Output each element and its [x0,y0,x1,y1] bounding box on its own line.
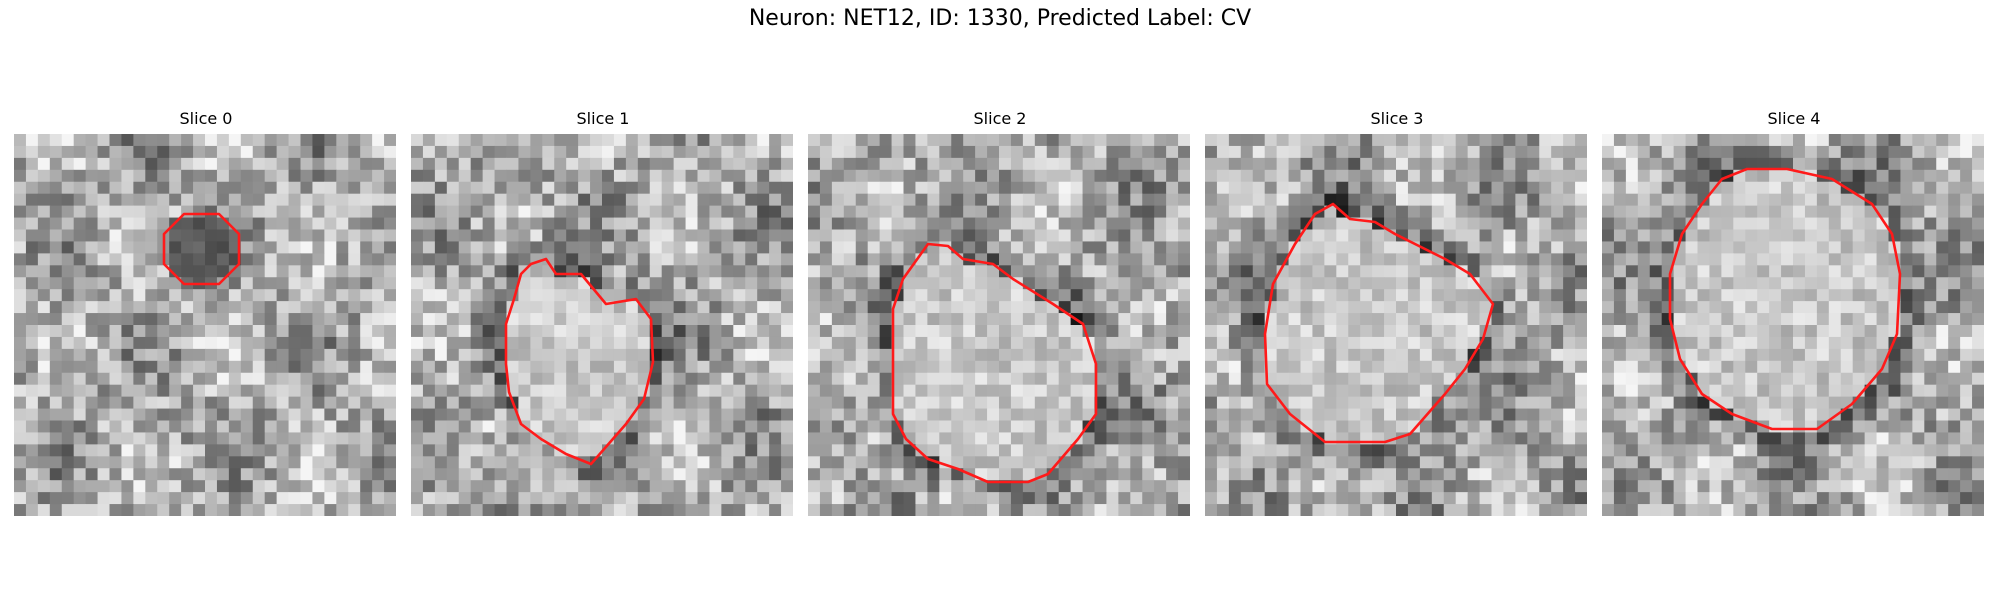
microscopy-image [411,134,793,516]
pixel-grid [1205,134,1587,516]
slice-panel-4: Slice 4 [1602,108,1986,516]
slice-panel-2: Slice 2 [808,108,1192,516]
microscopy-image [1205,134,1587,516]
slice-image [1205,134,1587,516]
segmentation-contour [1668,167,1902,431]
slice-image [411,134,793,516]
microscopy-image [14,134,396,516]
microscopy-image [808,134,1190,516]
segmentation-contour [891,242,1098,484]
segmentation-contour [1263,202,1495,444]
slice-image [1602,134,1984,516]
pixel-grid [411,134,793,516]
slice-title: Slice 2 [973,109,1027,128]
slice-title: Slice 1 [576,109,630,128]
slice-panel-1: Slice 1 [411,108,795,516]
figure-title: Neuron: NET12, ID: 1330, Predicted Label… [748,6,1252,31]
slice-panel-3: Slice 3 [1205,108,1589,516]
microscopy-image [1602,134,1984,516]
pixel-grid [808,134,1190,516]
slice-title: Slice 3 [1370,109,1424,128]
pixel-grid [14,134,396,516]
pixel-grid [1602,134,1984,516]
slice-title: Slice 0 [179,109,233,128]
segmentation-contour [162,212,241,286]
slice-image [808,134,1190,516]
slice-panel-0: Slice 0 [14,108,398,516]
slice-image [14,134,396,516]
segmentation-contour [504,257,655,466]
slice-title: Slice 4 [1767,109,1821,128]
